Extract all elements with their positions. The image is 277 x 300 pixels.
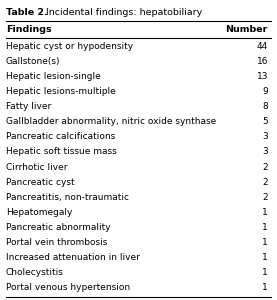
Text: 5: 5 — [262, 117, 268, 126]
Text: Hepatic soft tissue mass: Hepatic soft tissue mass — [6, 147, 117, 156]
Text: 8: 8 — [262, 102, 268, 111]
Text: Portal venous hypertension: Portal venous hypertension — [6, 283, 130, 292]
Text: 1: 1 — [262, 223, 268, 232]
Text: 2: 2 — [262, 178, 268, 187]
Text: 16: 16 — [257, 57, 268, 66]
Text: 1: 1 — [262, 283, 268, 292]
Text: Incidental findings: hepatobiliary: Incidental findings: hepatobiliary — [43, 8, 202, 17]
Text: Hepatic cyst or hypodensity: Hepatic cyst or hypodensity — [6, 42, 133, 51]
Text: 3: 3 — [262, 132, 268, 141]
Text: Hepatomegaly: Hepatomegaly — [6, 208, 72, 217]
Text: Pancreatitis, non-traumatic: Pancreatitis, non-traumatic — [6, 193, 129, 202]
Text: Number: Number — [226, 26, 268, 34]
Text: 9: 9 — [262, 87, 268, 96]
Text: Hepatic lesions-multiple: Hepatic lesions-multiple — [6, 87, 116, 96]
Text: 1: 1 — [262, 253, 268, 262]
Text: 44: 44 — [257, 42, 268, 51]
Text: Increased attenuation in liver: Increased attenuation in liver — [6, 253, 140, 262]
Text: 1: 1 — [262, 238, 268, 247]
Text: Gallbladder abnormality, nitric oxide synthase: Gallbladder abnormality, nitric oxide sy… — [6, 117, 216, 126]
Text: Gallstone(s): Gallstone(s) — [6, 57, 60, 66]
Text: 2: 2 — [262, 163, 268, 172]
Text: Pancreatic calcifications: Pancreatic calcifications — [6, 132, 115, 141]
Text: Findings: Findings — [6, 26, 52, 34]
Text: 13: 13 — [257, 72, 268, 81]
Text: Hepatic lesion-single: Hepatic lesion-single — [6, 72, 101, 81]
Text: Pancreatic abnormality: Pancreatic abnormality — [6, 223, 111, 232]
Text: 1: 1 — [262, 208, 268, 217]
Text: Cholecystitis: Cholecystitis — [6, 268, 64, 277]
Text: 1: 1 — [262, 268, 268, 277]
Text: Portal vein thrombosis: Portal vein thrombosis — [6, 238, 107, 247]
Text: 2: 2 — [262, 193, 268, 202]
Text: Pancreatic cyst: Pancreatic cyst — [6, 178, 75, 187]
Text: Fatty liver: Fatty liver — [6, 102, 51, 111]
Text: Table 2.: Table 2. — [6, 8, 48, 17]
Text: 3: 3 — [262, 147, 268, 156]
Text: Cirrhotic liver: Cirrhotic liver — [6, 163, 68, 172]
